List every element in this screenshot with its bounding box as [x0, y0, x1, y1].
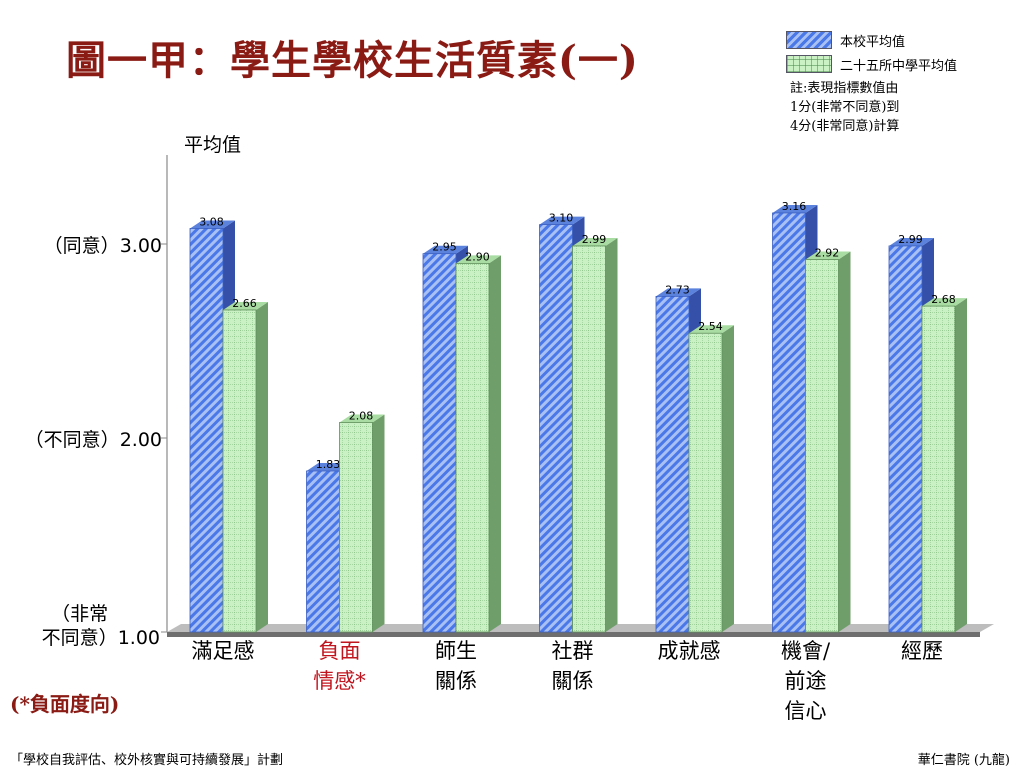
footer-school-name: 華仁書院 (九龍)	[917, 753, 1010, 768]
y-tick-1-category: （非常 不同意）	[41, 603, 118, 649]
data-label: 3.16	[782, 200, 807, 213]
x-category-label: 負面 情感*	[313, 639, 366, 693]
bar-average-2: 2.90	[455, 250, 501, 633]
chart-title: 圖一甲：學生學校生活質素(一)	[66, 37, 639, 84]
y-tick-2: （不同意）2.00	[6, 428, 162, 452]
y-tick-1: （非常 不同意） 1.00	[10, 602, 160, 650]
bar-side	[489, 255, 501, 632]
bar-top	[656, 288, 701, 297]
bar-front	[688, 332, 723, 633]
x-category-label: 成就感	[657, 639, 721, 663]
y-tick-2-label: 2.00	[119, 429, 162, 451]
y-axis-title: 平均值	[184, 134, 242, 156]
bar-front	[921, 305, 956, 633]
data-label: 2.92	[815, 247, 840, 260]
data-label: 2.73	[665, 283, 690, 296]
legend-item-average: 二十五所中學平均值	[786, 52, 957, 76]
x-category-label: 社群 關係	[551, 639, 594, 693]
bar-average-5: 2.92	[805, 247, 851, 633]
bar-side	[256, 301, 268, 632]
bar-top	[456, 255, 501, 264]
y-tick-3-label: 3.00	[119, 235, 162, 257]
bar-average-4: 2.54	[688, 320, 734, 633]
data-label: 1.83	[316, 458, 341, 471]
data-label: 2.90	[465, 250, 490, 263]
data-label: 2.99	[582, 233, 607, 246]
bar-top	[539, 216, 585, 225]
bar-front	[805, 259, 839, 633]
x-axis-line	[167, 632, 980, 637]
bar-average-3: 2.99	[572, 233, 618, 633]
bar-front	[655, 295, 690, 633]
data-label: 2.68	[931, 293, 956, 306]
bar-top	[689, 325, 734, 334]
bar-front	[772, 212, 806, 633]
bar-side	[605, 237, 618, 632]
x-category-label: 師生 關係	[435, 639, 477, 693]
bar-top	[922, 298, 967, 307]
bar-average-0: 2.66	[222, 297, 268, 633]
bar-top	[190, 220, 235, 229]
bar-top	[772, 204, 818, 213]
bar-front	[539, 224, 573, 633]
negative-dimension-note: (*負面度向)	[10, 692, 120, 716]
bar-front	[888, 245, 923, 633]
bar-top	[805, 251, 851, 260]
legend-swatch-school	[786, 31, 832, 49]
bar-top	[572, 237, 618, 246]
bar-front	[189, 228, 224, 633]
data-label: 2.99	[898, 233, 923, 246]
bar-front	[455, 262, 490, 633]
y-tick-1-label: 1.00	[117, 627, 160, 649]
x-category-label: 滿足感	[191, 639, 255, 663]
data-label: 2.08	[349, 409, 374, 422]
legend: 本校平均值 二十五所中學平均值	[786, 28, 957, 76]
bar-top	[889, 237, 934, 246]
bar-front	[222, 309, 257, 633]
bar-side	[722, 325, 734, 632]
bar-side	[372, 414, 385, 632]
x-category-label: 機會/ 前途 信心	[780, 639, 831, 723]
y-tick-3-category: （同意）	[43, 235, 120, 257]
legend-note: 註:表現指標數值由 1分(非常不同意)到 4分(非常同意)計算	[790, 81, 900, 134]
bar-front	[306, 470, 340, 633]
legend-label-school: 本校平均值	[840, 34, 906, 50]
bar-front	[572, 245, 606, 633]
footer-project-name: 「學校自我評估、校外核實與可持續發展」計劃	[10, 753, 284, 768]
data-label: 2.66	[232, 297, 257, 310]
bar-side	[838, 251, 851, 632]
data-label: 3.10	[549, 212, 574, 225]
y-tick-2-category: （不同意）	[24, 429, 120, 451]
legend-label-average: 二十五所中學平均值	[840, 58, 958, 74]
bar-top	[223, 301, 268, 310]
bar-top	[339, 414, 385, 423]
data-label: 3.08	[199, 215, 224, 228]
bar-average-6: 2.68	[921, 293, 967, 633]
data-label: 2.95	[432, 241, 457, 254]
bar-front	[339, 422, 373, 633]
y-tick-3: （同意）3.00	[22, 234, 162, 258]
bar-average-1: 2.08	[339, 409, 385, 633]
legend-swatch-average	[786, 55, 832, 73]
legend-item-school: 本校平均值	[786, 28, 957, 52]
bar-front	[422, 253, 457, 633]
data-label: 2.54	[698, 320, 723, 333]
bar-top	[423, 245, 468, 254]
x-category-label: 經歷	[901, 639, 943, 663]
bar-side	[955, 298, 967, 632]
